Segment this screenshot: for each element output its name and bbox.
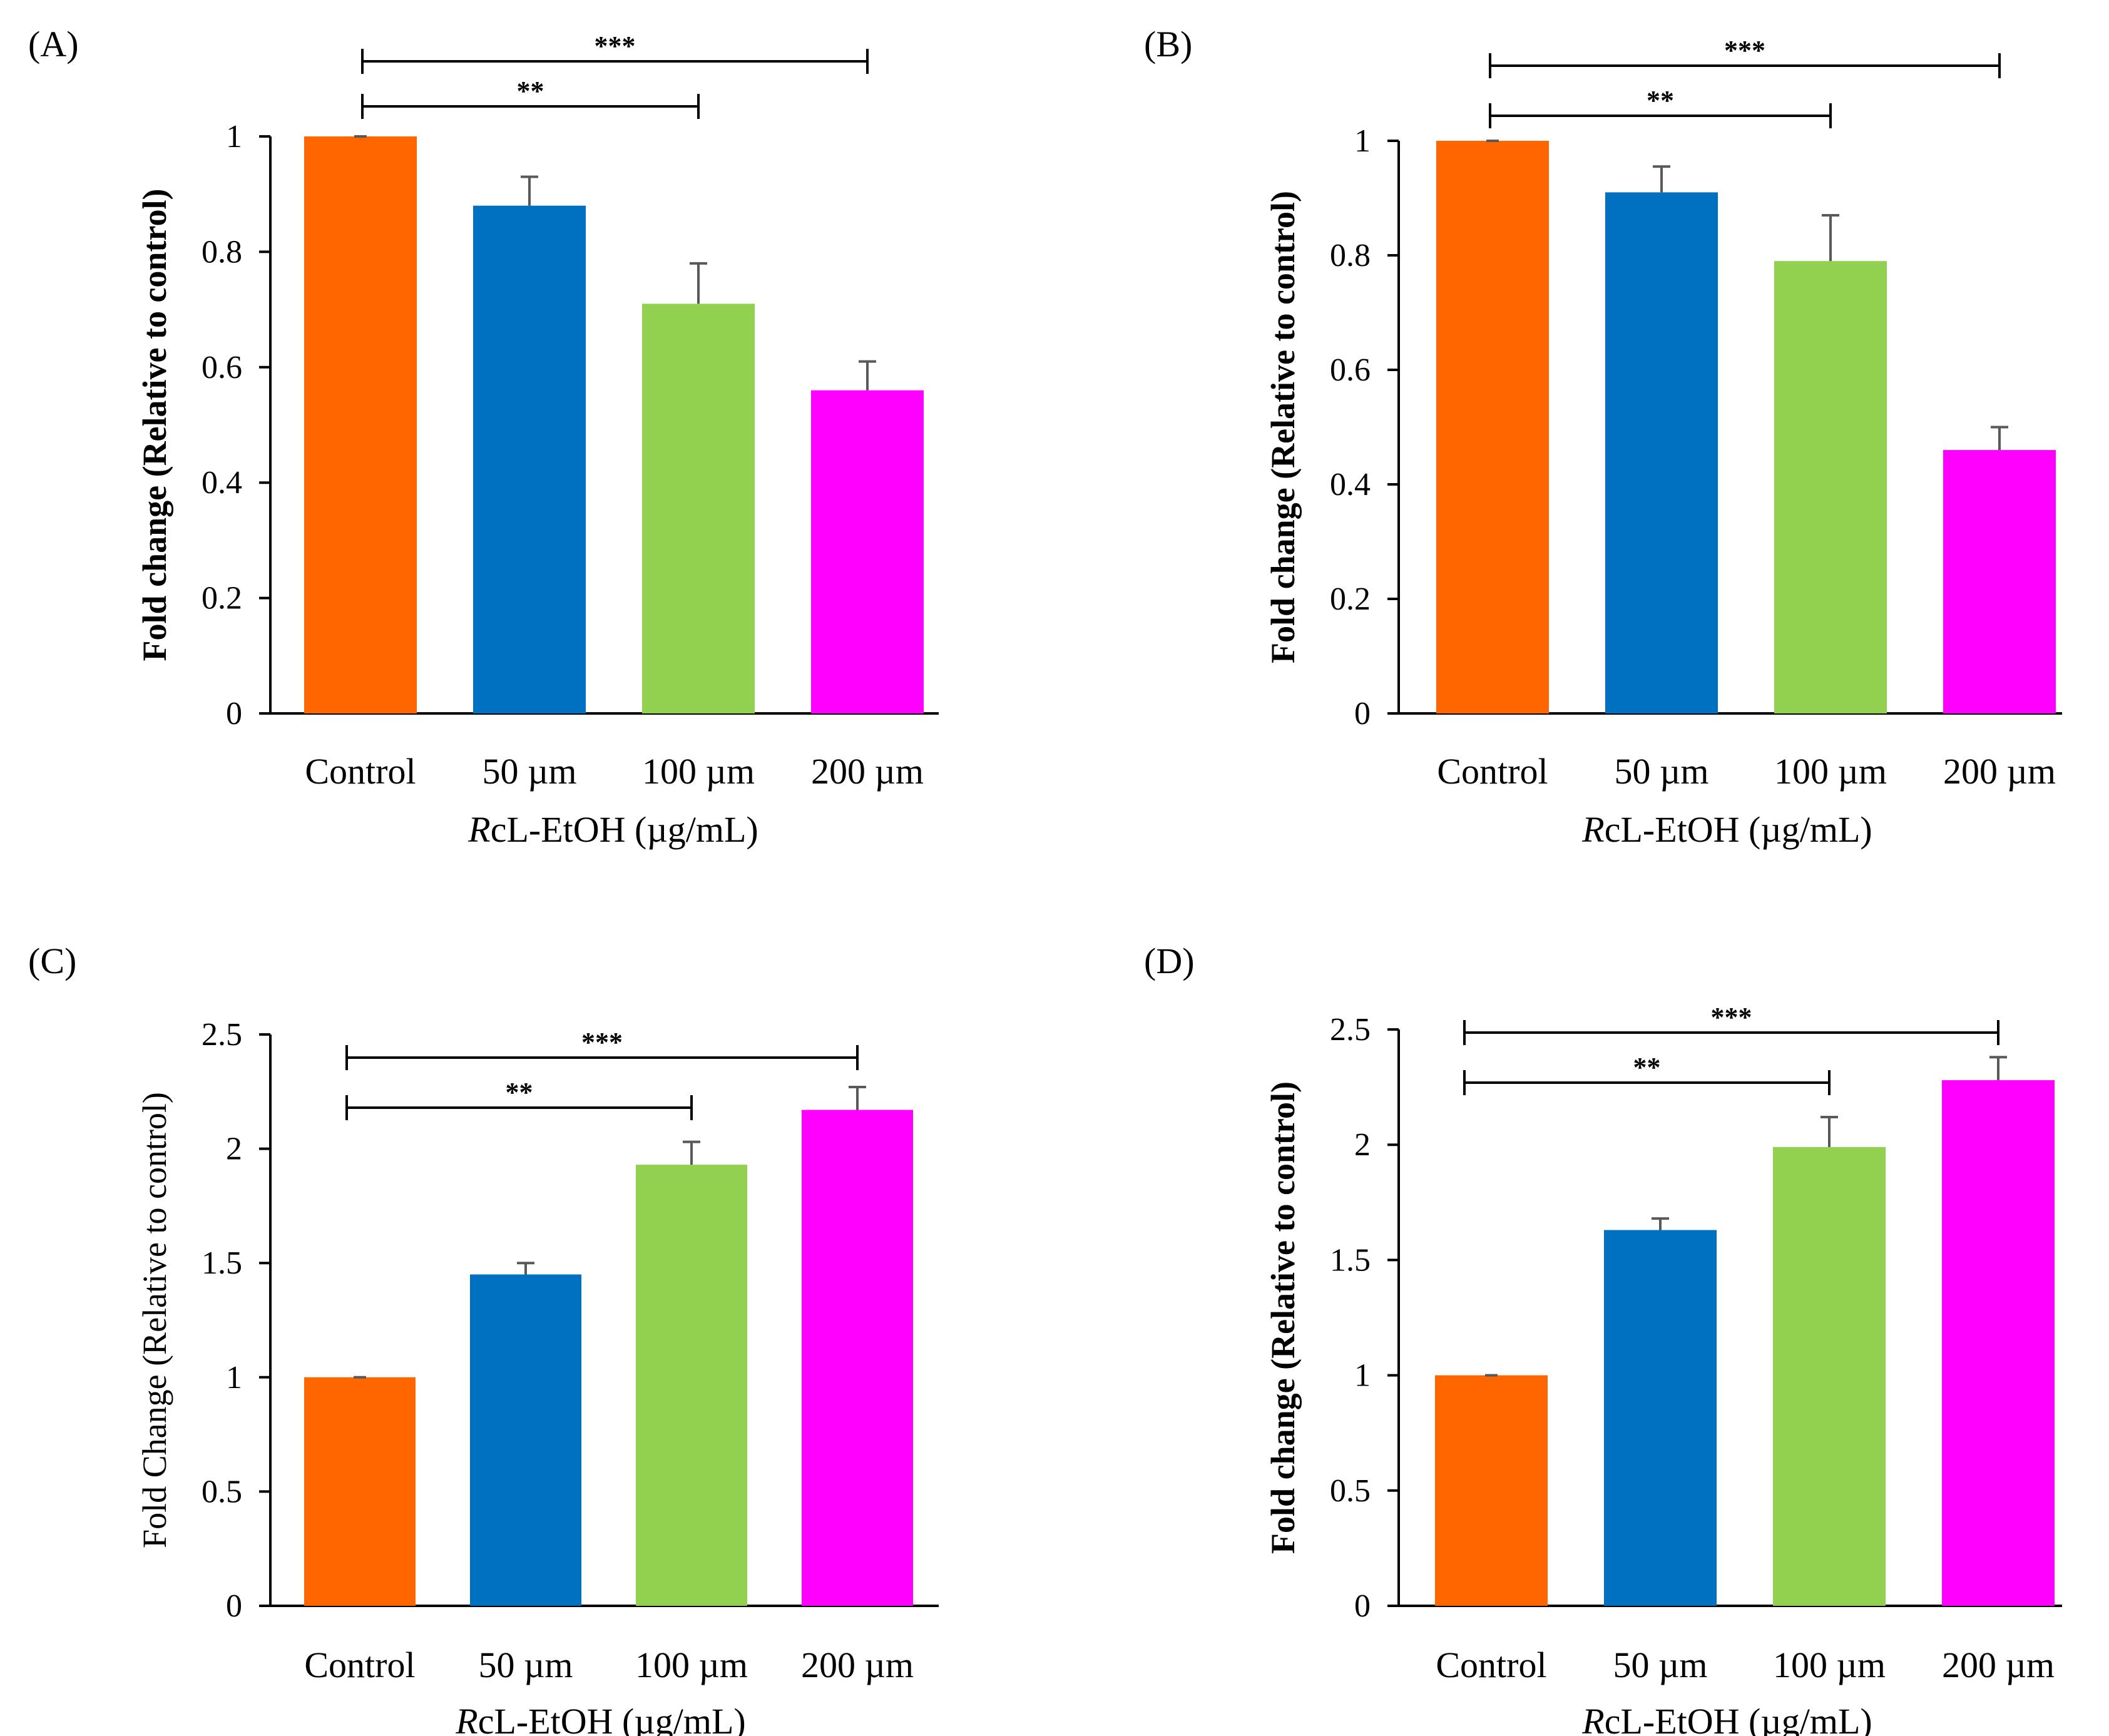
chart-2-category-label-1: 50 µm	[478, 1645, 573, 1685]
chart-2-bar-3	[802, 1110, 913, 1606]
chart-2-x-axis-label-rest: cL-EtOH (µg/mL)	[478, 1701, 746, 1736]
chart-0-ytick-label-2: 0.4	[202, 465, 242, 501]
chart-1-bar-1	[1605, 192, 1718, 714]
chart-1-x-axis-label: RcL-EtOH (µg/mL)	[1581, 809, 1872, 850]
chart-2-y-axis-label: Fold Change (Relative to control)	[136, 1092, 173, 1548]
chart-1-category-label-1: 50 µm	[1614, 751, 1708, 792]
chart-2-panel-label: (C)	[28, 941, 76, 981]
chart-0: (A) 0 0.2 0.4 0.6 0.8 1 Control 50 µm 100 µm 200 µ…	[28, 24, 939, 850]
chart-2-ytick-label-3: 1.5	[202, 1245, 242, 1281]
chart-0-bar-2	[642, 304, 755, 713]
chart-0-ytick-label-1: 0.2	[202, 581, 242, 616]
chart-0-ytick-label-0: 0	[226, 696, 242, 732]
chart-1: (B) 0 0.2 0.4 0.6 0.8 1 Control 50 µm 100 µm 200 µ…	[1144, 24, 2062, 850]
chart-0-bar-0	[304, 136, 417, 713]
chart-2-ytick-label-0: 0	[226, 1588, 242, 1624]
chart-2: (C) 0 0.5 1 1.5 2 2.5 Control 50 µm 100 µm 200 µm R…	[28, 941, 939, 1736]
chart-2-category-label-0: Control	[304, 1645, 415, 1685]
chart-3-ytick-label-1: 0.5	[1330, 1473, 1371, 1509]
chart-3-category-label-2: 100 µm	[1773, 1645, 1886, 1685]
chart-3-sig-label-0: ***	[1711, 1002, 1752, 1033]
chart-3-bar-0	[1435, 1375, 1548, 1606]
chart-0-category-label-3: 200 µm	[811, 751, 924, 792]
chart-0-bar-3	[811, 390, 924, 713]
chart-0-panel-label: (A)	[28, 24, 79, 64]
chart-3-category-label-3: 200 µm	[1942, 1645, 2055, 1685]
chart-3-x-axis-label-italic: R	[1581, 1701, 1604, 1736]
chart-3-bar-3	[1942, 1080, 2055, 1606]
chart-2-category-label-2: 100 µm	[635, 1645, 748, 1685]
chart-3-y-axis-label: Fold change (Relative to control)	[1264, 1081, 1302, 1554]
chart-3-sig-label-1: **	[1633, 1052, 1661, 1083]
chart-3-category-label-0: Control	[1436, 1645, 1546, 1685]
chart-0-sig-label-0: ***	[595, 31, 636, 61]
chart-1-x-axis-label-rest: cL-EtOH (µg/mL)	[1605, 809, 1872, 850]
chart-0-bar-1	[473, 205, 586, 713]
chart-1-sig-label-0: ***	[1724, 35, 1765, 66]
chart-3-ytick-label-5: 2.5	[1330, 1012, 1371, 1048]
chart-0-category-label-0: Control	[305, 751, 416, 792]
chart-3-ytick-label-3: 1.5	[1330, 1242, 1371, 1278]
chart-3-ytick-label-0: 0	[1354, 1588, 1371, 1624]
chart-2-bar-0	[304, 1377, 416, 1606]
chart-0-x-axis-label: RcL-EtOH (µg/mL)	[467, 809, 758, 850]
chart-1-sig-label-1: **	[1647, 85, 1674, 116]
chart-1-ytick-label-0: 0	[1354, 696, 1371, 732]
chart-1-y-axis-label: Fold change (Relative to control)	[1264, 191, 1302, 663]
chart-2-x-axis-label-italic: R	[455, 1701, 477, 1736]
chart-1-x-axis-label-italic: R	[1581, 809, 1604, 850]
chart-3-panel-label: (D)	[1144, 941, 1195, 981]
chart-2-bar-1	[470, 1274, 581, 1606]
chart-0-x-axis-label-italic: R	[467, 809, 490, 850]
chart-3-bar-1	[1604, 1230, 1717, 1606]
chart-0-ytick-label-5: 1	[226, 119, 242, 155]
chart-1-ytick-label-4: 0.8	[1330, 238, 1371, 273]
chart-0-ytick-label-4: 0.8	[202, 234, 242, 270]
chart-2-x-axis-label: RcL-EtOH (µg/mL)	[455, 1701, 745, 1736]
chart-1-bar-0	[1436, 141, 1549, 713]
chart-2-sig-label-0: ***	[581, 1027, 623, 1058]
chart-3-ytick-label-2: 1	[1354, 1358, 1371, 1394]
chart-3: (D) 0 0.5 1 1.5 2 2.5 Control 50 µm 100 µm 200 µm R…	[1144, 941, 2062, 1736]
chart-0-x-axis-label-rest: cL-EtOH (µg/mL)	[491, 809, 758, 850]
chart-3-bar-2	[1773, 1146, 1886, 1606]
chart-1-bar-3	[1943, 450, 2056, 713]
chart-1-ytick-label-2: 0.4	[1330, 467, 1371, 503]
chart-2-ytick-label-2: 1	[226, 1360, 242, 1396]
chart-1-category-label-0: Control	[1437, 751, 1548, 792]
chart-2-ytick-label-5: 2.5	[202, 1017, 242, 1053]
chart-0-y-axis-label: Fold change (Relative to control)	[136, 189, 173, 661]
chart-0-category-label-1: 50 µm	[482, 751, 576, 792]
chart-0-ytick-label-3: 0.6	[202, 350, 242, 385]
chart-0-sig-label-1: **	[517, 76, 544, 106]
chart-2-sig-label-1: **	[506, 1077, 533, 1108]
chart-1-category-label-2: 100 µm	[1774, 751, 1887, 792]
chart-1-ytick-label-1: 0.2	[1330, 581, 1371, 617]
chart-1-category-label-3: 200 µm	[1943, 751, 2056, 792]
chart-3-x-axis-label-rest: cL-EtOH (µg/mL)	[1605, 1701, 1872, 1736]
chart-1-ytick-label-5: 1	[1354, 123, 1371, 159]
chart-3-category-label-1: 50 µm	[1613, 1645, 1707, 1685]
chart-1-ytick-label-3: 0.6	[1330, 352, 1371, 388]
chart-3-ytick-label-4: 2	[1354, 1127, 1371, 1163]
chart-2-category-label-3: 200 µm	[801, 1645, 914, 1685]
chart-1-panel-label: (B)	[1144, 24, 1192, 64]
chart-1-bar-2	[1774, 261, 1887, 713]
chart-2-bar-2	[636, 1165, 747, 1606]
chart-2-ytick-label-4: 2	[226, 1131, 242, 1167]
chart-0-category-label-2: 100 µm	[642, 751, 755, 792]
chart-3-x-axis-label: RcL-EtOH (µg/mL)	[1581, 1701, 1872, 1736]
chart-2-ytick-label-1: 0.5	[202, 1474, 242, 1509]
